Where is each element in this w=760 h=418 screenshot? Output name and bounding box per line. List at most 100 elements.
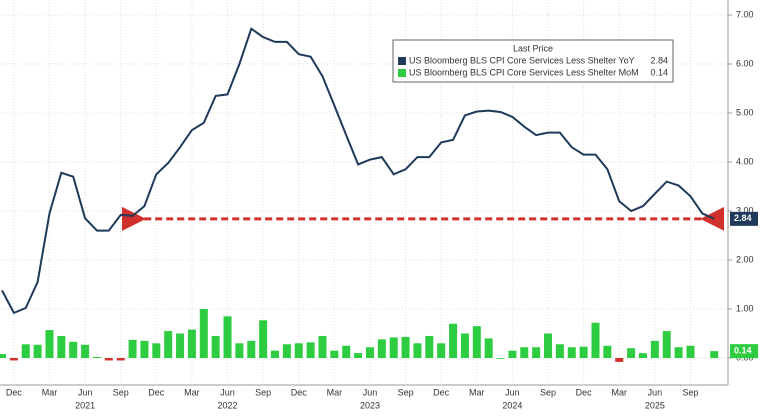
bar — [413, 343, 422, 358]
bar — [33, 344, 42, 358]
year-label: 2023 — [360, 400, 380, 410]
bar — [520, 347, 529, 358]
bar — [223, 316, 232, 358]
x-tick-label: Sep — [255, 387, 271, 397]
x-tick-label: Jun — [363, 387, 378, 397]
bar — [152, 343, 161, 358]
bar — [140, 340, 149, 358]
bar — [555, 344, 564, 358]
bar — [686, 345, 695, 358]
x-tick-label: Sep — [113, 387, 129, 397]
y-tick-label: 3.00 — [736, 205, 754, 215]
bar — [650, 340, 659, 358]
bar — [591, 322, 600, 358]
bar — [389, 337, 398, 358]
bar — [615, 358, 624, 362]
bar — [674, 347, 683, 358]
x-tick-label: Dec — [6, 387, 23, 397]
bar — [484, 338, 493, 358]
price-tag — [730, 211, 758, 226]
bar — [627, 348, 636, 358]
bar — [306, 342, 315, 358]
bar — [199, 309, 208, 358]
bar — [662, 331, 671, 358]
bar — [472, 326, 481, 358]
bar — [211, 335, 220, 358]
y-tick-label: 2.00 — [736, 254, 754, 264]
bar — [377, 339, 386, 358]
bar — [318, 335, 327, 358]
y-tick-label: 1.00 — [736, 303, 754, 313]
line — [1, 27, 715, 315]
bar — [460, 333, 469, 358]
price-tag — [730, 344, 758, 359]
bar — [330, 350, 339, 358]
bar — [116, 358, 125, 361]
bar — [437, 343, 446, 358]
x-tick-label: Jun — [78, 387, 93, 397]
bar — [544, 333, 553, 358]
bar — [342, 345, 351, 358]
bar — [282, 344, 291, 358]
legend-swatch — [398, 69, 406, 77]
x-tick-label: Sep — [682, 387, 698, 397]
bar — [45, 330, 54, 358]
legend: Last Price US Bloomberg BLS CPI Core Serv… — [392, 39, 674, 83]
x-tick-label: Dec — [433, 387, 450, 397]
legend-label: US Bloomberg BLS CPI Core Services Less … — [409, 67, 639, 77]
legend-swatch — [398, 57, 406, 65]
x-tick-label: Mar — [469, 387, 485, 397]
bar — [496, 358, 505, 359]
x-tick-label: Mar — [184, 387, 200, 397]
bar — [603, 345, 612, 358]
x-tick-label: Jun — [648, 387, 663, 397]
bar — [710, 351, 719, 358]
x-tick-label: Mar — [42, 387, 58, 397]
legend-box — [392, 39, 674, 83]
bar — [9, 358, 18, 361]
bar — [81, 344, 90, 358]
legend-value: 0.14 — [650, 67, 668, 77]
bar — [449, 323, 458, 358]
bar — [579, 346, 588, 358]
legend-label: US Bloomberg BLS CPI Core Services Less … — [409, 55, 635, 65]
year-label: 2022 — [218, 400, 238, 410]
y-tick-label: 6.00 — [736, 58, 754, 68]
bar — [92, 357, 101, 358]
bar — [294, 343, 303, 358]
bar — [128, 339, 137, 358]
bar — [57, 335, 66, 358]
bar — [365, 347, 374, 358]
bar — [401, 336, 410, 358]
x-tick-label: Mar — [611, 387, 627, 397]
price-tag-label: 0.14 — [734, 346, 752, 356]
bar — [0, 354, 6, 358]
year-label: 2021 — [75, 400, 95, 410]
y-tick-label: 7.00 — [736, 9, 754, 19]
x-tick-label: Sep — [398, 387, 414, 397]
y-tick-label: 4.00 — [736, 156, 754, 166]
y-tick-label: 5.00 — [736, 107, 754, 117]
bar — [508, 350, 517, 358]
bar — [187, 329, 196, 358]
bar — [176, 333, 185, 358]
bar — [21, 344, 30, 358]
year-label: 2024 — [502, 400, 522, 410]
bar — [235, 343, 244, 358]
legend-title: Last Price — [513, 43, 553, 53]
price-tag-label: 2.84 — [734, 213, 752, 223]
bar — [532, 347, 541, 358]
bar — [259, 320, 268, 358]
x-tick-label: Dec — [576, 387, 593, 397]
x-tick-label: Jun — [505, 387, 520, 397]
bar — [354, 353, 363, 358]
x-tick-label: Jun — [220, 387, 235, 397]
year-label: 2025 — [645, 400, 665, 410]
x-tick-label: Mar — [327, 387, 343, 397]
legend-value: 2.84 — [650, 55, 668, 65]
bar — [638, 353, 647, 358]
x-tick-label: Sep — [540, 387, 556, 397]
bar — [271, 350, 280, 358]
bar — [69, 341, 78, 358]
